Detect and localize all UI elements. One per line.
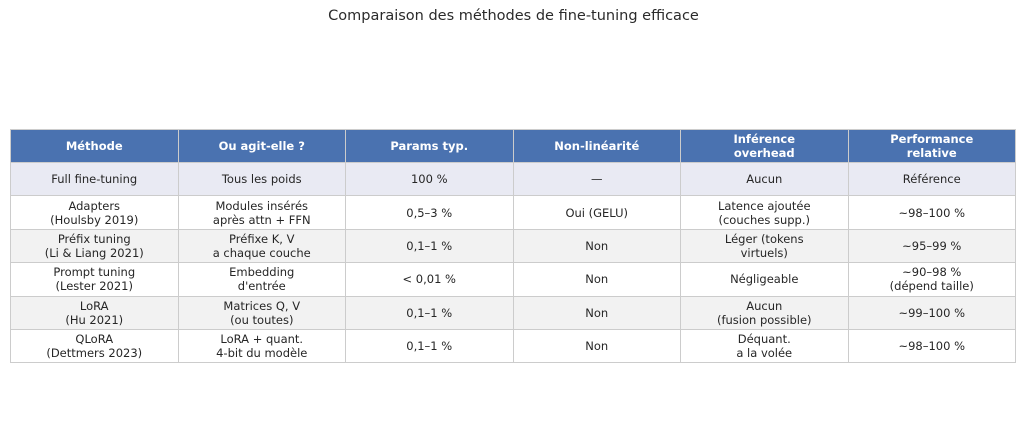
table-cell: Modules insérés après attn + FFN [177, 195, 346, 230]
column-header: Params typ. [345, 129, 514, 163]
table-cell: Aucun [680, 161, 849, 197]
table-cell: ~98–100 % [847, 195, 1016, 230]
table-cell: 0,1–1 % [345, 295, 514, 330]
column-header: Non-linéarité [512, 129, 681, 163]
table-cell: Embedding d'entrée [177, 262, 346, 297]
table-cell: Non [512, 295, 681, 330]
table-cell: < 0,01 % [345, 262, 514, 297]
header-row: Méthode Ou agit-elle ? Params typ. Non-liné… [10, 129, 1016, 163]
table-cell: 0,5–3 % [345, 195, 514, 230]
column-header: Performance relative [847, 129, 1016, 163]
table-cell: Adapters (Houlsby 2019) [10, 195, 179, 230]
column-header: Méthode [10, 129, 179, 163]
table-cell: Non [512, 228, 681, 264]
table-row: Prompt tuning (Lester 2021) Embedding d'e… [10, 262, 1016, 297]
table-cell: Déquant. a la volée [680, 328, 849, 364]
table-cell: Préfixe K, V a chaque couche [177, 228, 346, 264]
table-cell: Non [512, 262, 681, 297]
table-cell: Référence [847, 161, 1016, 197]
table-header: Méthode Ou agit-elle ? Params typ. Non-liné… [10, 129, 1016, 163]
column-header: Ou agit-elle ? [177, 129, 346, 163]
table-body: Full fine-tuning Tous les poids 100 % — Aucu… [10, 161, 1016, 364]
table-cell: ~98–100 % [847, 328, 1016, 364]
table-row: Full fine-tuning Tous les poids 100 % — Aucu… [10, 161, 1016, 197]
table-cell: Latence ajoutée (couches supp.) [680, 195, 849, 230]
table-cell: ~99–100 % [847, 295, 1016, 330]
table-cell: Full fine-tuning [10, 161, 179, 197]
table-cell: Tous les poids [177, 161, 346, 197]
table-row: Préfix tuning (Li & Liang 2021) Préfixe K… [10, 228, 1016, 264]
column-header: Inférence overhead [680, 129, 849, 163]
table-cell: Prompt tuning (Lester 2021) [10, 262, 179, 297]
table-row: LoRA (Hu 2021) Matrices Q, V (ou toutes) 0… [10, 295, 1016, 330]
table-cell: Non [512, 328, 681, 364]
table-cell: — [512, 161, 681, 197]
table-cell: Préfix tuning (Li & Liang 2021) [10, 228, 179, 264]
table-cell: 100 % [345, 161, 514, 197]
table-cell: 0,1–1 % [345, 228, 514, 264]
table-cell: Oui (GELU) [512, 195, 681, 230]
table-cell: Matrices Q, V (ou toutes) [177, 295, 346, 330]
table-cell: LoRA (Hu 2021) [10, 295, 179, 330]
table-cell: LoRA + quant. 4-bit du modèle [177, 328, 346, 364]
table-cell: ~95–99 % [847, 228, 1016, 264]
table-row: Adapters (Houlsby 2019) Modules insérés a… [10, 195, 1016, 230]
comparison-table: Méthode Ou agit-elle ? Params typ. Non-liné… [10, 129, 1016, 364]
table-cell: Aucun (fusion possible) [680, 295, 849, 330]
table-cell: Négligeable [680, 262, 849, 297]
figure-title: Comparaison des méthodes de fine-tuning … [328, 8, 699, 24]
table-cell: QLoRA (Dettmers 2023) [10, 328, 179, 364]
table-row: QLoRA (Dettmers 2023) LoRA + quant. 4-bit… [10, 328, 1016, 364]
table-cell: Léger (tokens virtuels) [680, 228, 849, 264]
table-cell: 0,1–1 % [345, 328, 514, 364]
table-cell: ~90–98 % (dépend taille) [847, 262, 1016, 297]
